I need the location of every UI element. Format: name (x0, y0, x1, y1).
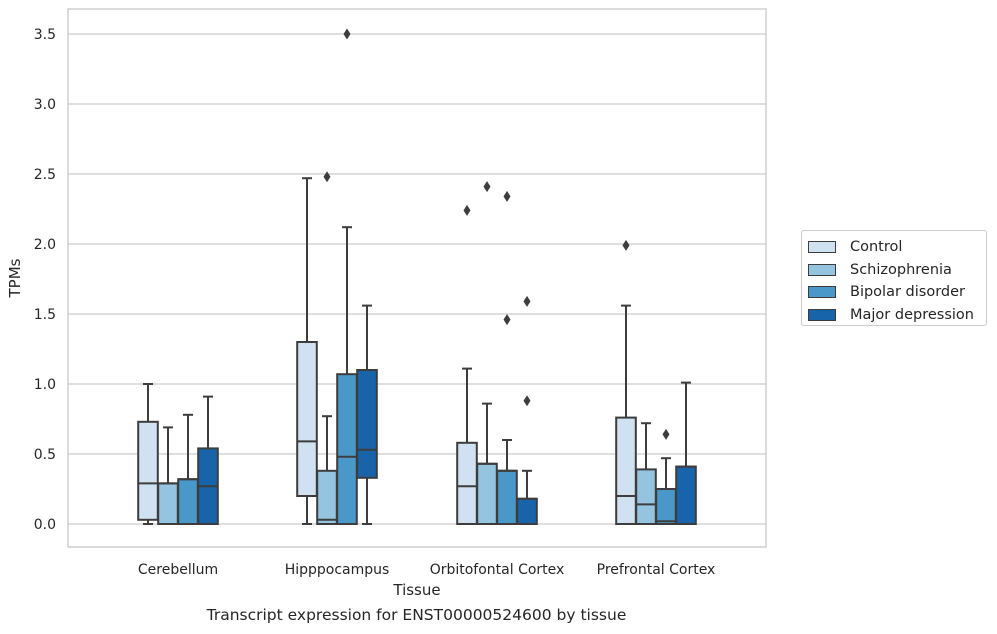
x-tick-label: Orbitofontal Cortex (430, 562, 565, 578)
box-iqr (675, 465, 697, 526)
box-schizophrenia (635, 422, 657, 525)
y-tick-label: 2.0 (34, 237, 56, 253)
box-schizophrenia (157, 426, 179, 525)
box-iqr (177, 478, 199, 526)
x-axis-label: Tissue (392, 581, 440, 599)
plot-frame (67, 8, 767, 548)
y-tick-labels: 0.0 0.5 1.0 1.5 2.0 2.5 3.0 3.5 (34, 27, 56, 533)
box-major-depression (197, 395, 219, 525)
box-bipolar-disorder (496, 190, 518, 525)
outlier-point (662, 428, 670, 440)
outlier-point (503, 190, 511, 202)
legend-swatch (808, 308, 836, 321)
legend-item: Control (808, 236, 986, 259)
box-schizophrenia (476, 181, 498, 525)
legend-label: Major depression (850, 306, 974, 323)
box-iqr (615, 416, 637, 526)
x-tick-label: Cerebellum (138, 562, 218, 578)
y-axis-label: TPMs (6, 258, 24, 298)
box-control (456, 204, 478, 525)
box-iqr (157, 482, 179, 525)
legend-swatch (808, 241, 836, 254)
x-tick-labels: Cerebellum Hipppocampus Orbitofontal Corte… (138, 562, 715, 578)
outlier-point (483, 181, 491, 193)
box-control (296, 177, 318, 525)
legend-item: Schizophrenia (808, 259, 986, 282)
legend-label: Schizophrenia (850, 261, 952, 278)
outlier-point (343, 28, 351, 40)
y-tick-label: 1.0 (34, 377, 56, 393)
x-tick-label: Prefrontal Cortex (597, 562, 716, 578)
chart-caption: Transcript expression for ENST0000052460… (206, 606, 627, 624)
box-iqr (635, 468, 657, 525)
box-iqr (336, 373, 358, 526)
outlier-point (323, 171, 331, 183)
boxes (137, 28, 697, 526)
legend-swatch (808, 286, 836, 299)
y-tick-label: 1.5 (34, 307, 56, 323)
y-tick-label: 0.5 (34, 447, 56, 463)
legend-swatch (808, 263, 836, 276)
box-major-depression (356, 304, 378, 525)
box-iqr (476, 462, 498, 525)
box-iqr (296, 341, 318, 497)
box-iqr (356, 369, 378, 479)
box-major-depression (675, 381, 697, 526)
box-major-depression (516, 295, 538, 525)
box-bipolar-disorder (177, 413, 199, 526)
box-iqr (137, 420, 159, 521)
box-iqr (456, 441, 478, 525)
y-tick-label: 2.5 (34, 167, 56, 183)
box-control (137, 383, 159, 525)
box-iqr (655, 488, 677, 525)
y-tick-label: 3.0 (34, 97, 56, 113)
legend-label: Control (850, 239, 903, 256)
y-tick-label: 3.5 (34, 27, 56, 43)
legend-item: Bipolar disorder (808, 281, 986, 304)
legend-item: Major depression (808, 304, 986, 327)
legend: Control Schizophrenia Bipolar disorder Majo… (801, 230, 987, 326)
box-bipolar-disorder (655, 428, 677, 525)
outlier-point (503, 314, 511, 326)
y-tick-label: 0.0 (34, 517, 56, 533)
outlier-point (523, 295, 531, 307)
outlier-point (523, 395, 531, 407)
box-iqr (516, 497, 538, 525)
legend-label: Bipolar disorder (850, 284, 965, 301)
box-control (615, 239, 637, 526)
box-bipolar-disorder (336, 28, 358, 526)
outlier-point (622, 239, 630, 251)
x-tick-label: Hipppocampus (285, 562, 390, 578)
box-schizophrenia (316, 171, 338, 525)
outlier-point (463, 204, 471, 216)
gridlines (68, 33, 766, 525)
box-iqr (496, 469, 518, 525)
box-iqr (316, 469, 338, 525)
